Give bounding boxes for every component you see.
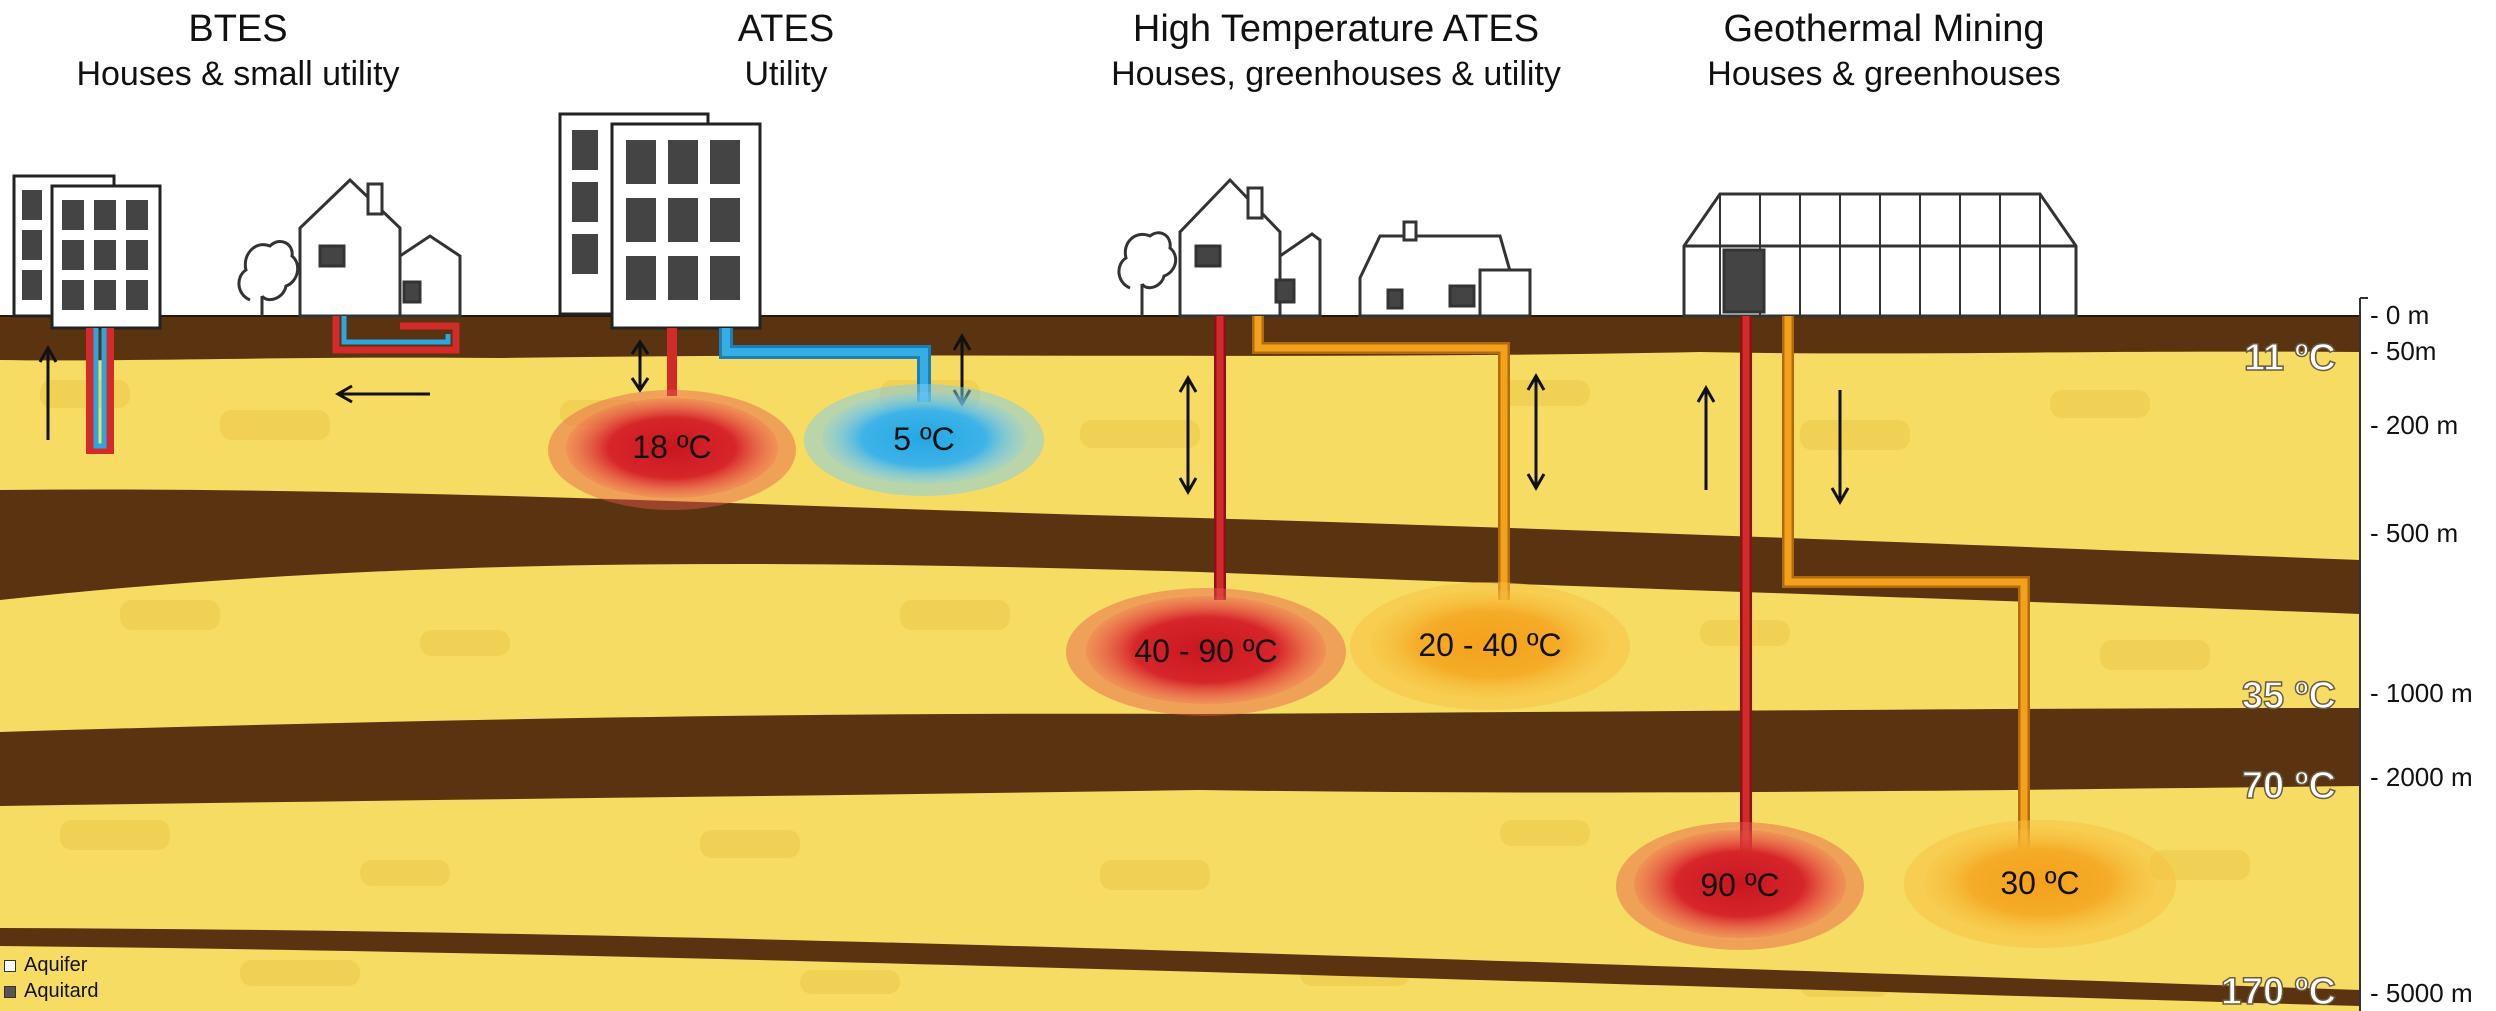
header-ht-ates: High Temperature ATES Houses, greenhouse… bbox=[1111, 6, 1561, 96]
greenhouse bbox=[1682, 192, 2078, 318]
ht-ates-flow-arrows bbox=[1178, 372, 1546, 496]
geothermal-flow-arrows bbox=[1696, 384, 1850, 506]
btes-borehole-loop bbox=[86, 328, 114, 454]
depth-200m: - 200 m bbox=[2370, 410, 2459, 440]
header-subtitle: Utility bbox=[744, 55, 828, 93]
header-subtitle: Houses & small utility bbox=[76, 55, 400, 93]
reservoir-90c bbox=[1616, 822, 1864, 950]
header-subtitle: Houses, greenhouses & utility bbox=[1111, 55, 1561, 93]
depth-50m: - 50m bbox=[2370, 336, 2437, 366]
header-geothermal-mining: Geothermal Mining Houses & greenhouses bbox=[1707, 6, 2060, 96]
reservoir-20-40c bbox=[1350, 582, 1630, 710]
ht-ates-tree-icon bbox=[1117, 231, 1178, 316]
header-title: ATES bbox=[737, 8, 835, 50]
header-title: BTES bbox=[188, 8, 288, 50]
aquitard-layer-2 bbox=[0, 708, 2360, 806]
reservoir-label-90c: 90 ºC bbox=[1700, 867, 1779, 903]
header-title: High Temperature ATES bbox=[1132, 8, 1540, 50]
reservoir-label-5c: 5 ºC bbox=[893, 421, 954, 457]
geothermal-pipes bbox=[1740, 316, 2030, 862]
depth-axis bbox=[2359, 297, 2368, 1011]
legend-label: Aquitard bbox=[24, 980, 99, 1002]
ht-ates-house bbox=[1178, 177, 1322, 318]
legend-label: Aquifer bbox=[24, 954, 88, 976]
ground-temp-70c: 70 ºC bbox=[2242, 765, 2336, 807]
header-ates: ATES Utility bbox=[738, 6, 834, 96]
reservoir-label-30c: 30 ºC bbox=[2000, 865, 2079, 901]
depth-0m: - 0 m bbox=[2370, 300, 2430, 330]
header-subtitle: Houses & greenhouses bbox=[1707, 55, 2061, 93]
btes-horizontal-loop bbox=[332, 316, 460, 354]
depth-2000m: - 2000 m bbox=[2370, 762, 2473, 792]
depth-5000m: - 5000 m bbox=[2370, 978, 2473, 1008]
btes-building bbox=[12, 174, 162, 330]
reservoir-5c bbox=[804, 384, 1044, 496]
btes-flow-arrows bbox=[38, 344, 430, 440]
legend-swatch-aquitard bbox=[4, 985, 16, 998]
reservoir-18c bbox=[548, 390, 796, 510]
header-btes: BTES Houses & small utility bbox=[76, 6, 399, 96]
aquitard-surface bbox=[0, 316, 2360, 361]
ht-ates-farmhouse bbox=[1358, 220, 1532, 318]
reservoir-label-20-40c: 20 - 40 ºC bbox=[1418, 627, 1561, 663]
ground-temp-11c: 11 ºC bbox=[2244, 337, 2336, 379]
reservoir-label-40-90c: 40 - 90 ºC bbox=[1134, 633, 1277, 669]
ates-pipes bbox=[667, 328, 931, 402]
reservoir-30c bbox=[1904, 820, 2176, 948]
ates-building bbox=[558, 112, 762, 330]
legend-swatch-aquifer bbox=[4, 959, 16, 972]
legend-aquifer: Aquifer bbox=[4, 954, 87, 977]
depth-500m: - 500 m bbox=[2370, 518, 2459, 548]
ht-ates-pipes bbox=[1214, 316, 1510, 600]
ground-temp-35c: 35 ºC bbox=[2242, 675, 2336, 717]
btes-house bbox=[298, 177, 462, 318]
reservoir-label-18c: 18 ºC bbox=[632, 429, 711, 465]
ground-temp-170c: 170 ºC bbox=[2221, 971, 2336, 1011]
reservoir-40-90c bbox=[1066, 588, 1346, 716]
header-title: Geothermal Mining bbox=[1723, 8, 2045, 50]
btes-tree-icon bbox=[237, 240, 300, 316]
aquitard-layer-3 bbox=[0, 928, 2360, 1006]
aquitard-layer-1 bbox=[0, 489, 2360, 614]
legend-aquitard: Aquitard bbox=[4, 980, 99, 1003]
depth-1000m: - 1000 m bbox=[2370, 678, 2473, 708]
